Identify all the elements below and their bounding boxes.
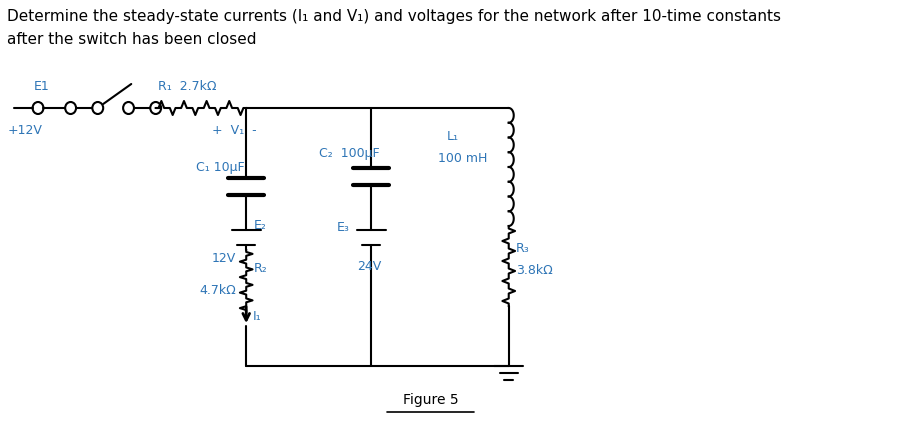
Text: Determine the steady-state currents (I₁ and V₁) and voltages for the network aft: Determine the steady-state currents (I₁ …: [7, 8, 781, 24]
Text: R₂: R₂: [254, 262, 267, 275]
Text: E1: E1: [33, 80, 49, 92]
Text: +  V₁  -: + V₁ -: [212, 124, 257, 137]
Text: Figure 5: Figure 5: [403, 393, 458, 407]
Text: I₁: I₁: [253, 311, 261, 324]
Text: 100 mH: 100 mH: [438, 152, 487, 165]
Text: C₂  100μF: C₂ 100μF: [318, 148, 379, 160]
Text: R₃: R₃: [516, 242, 530, 255]
Text: 12V: 12V: [212, 252, 236, 265]
Text: L₁: L₁: [448, 130, 459, 142]
Text: C₁ 10μF: C₁ 10μF: [196, 162, 245, 174]
Text: 3.8kΩ: 3.8kΩ: [516, 264, 553, 276]
Text: R₁  2.7kΩ: R₁ 2.7kΩ: [158, 80, 216, 92]
Text: 4.7kΩ: 4.7kΩ: [199, 284, 236, 297]
Text: +12V: +12V: [7, 124, 42, 137]
Text: 24V: 24V: [358, 261, 382, 273]
Text: E₃: E₃: [336, 221, 350, 234]
Text: after the switch has been closed: after the switch has been closed: [7, 32, 257, 47]
Text: E₂: E₂: [254, 219, 266, 232]
